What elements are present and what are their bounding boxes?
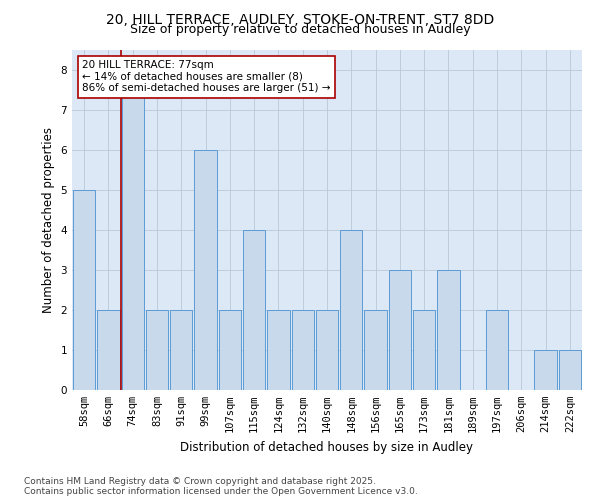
Bar <box>364 310 387 390</box>
Text: Size of property relative to detached houses in Audley: Size of property relative to detached ho… <box>130 22 470 36</box>
Bar <box>170 310 193 390</box>
Bar <box>413 310 436 390</box>
Bar <box>122 70 144 390</box>
Text: Contains HM Land Registry data © Crown copyright and database right 2025.
Contai: Contains HM Land Registry data © Crown c… <box>24 476 418 496</box>
Bar <box>97 310 119 390</box>
Bar <box>316 310 338 390</box>
Bar <box>243 230 265 390</box>
Bar <box>218 310 241 390</box>
Bar <box>559 350 581 390</box>
Bar <box>486 310 508 390</box>
Bar <box>194 150 217 390</box>
Bar <box>437 270 460 390</box>
Bar <box>340 230 362 390</box>
Bar <box>535 350 557 390</box>
Bar <box>267 310 290 390</box>
X-axis label: Distribution of detached houses by size in Audley: Distribution of detached houses by size … <box>181 440 473 454</box>
Y-axis label: Number of detached properties: Number of detached properties <box>42 127 55 313</box>
Bar <box>292 310 314 390</box>
Text: 20, HILL TERRACE, AUDLEY, STOKE-ON-TRENT, ST7 8DD: 20, HILL TERRACE, AUDLEY, STOKE-ON-TRENT… <box>106 12 494 26</box>
Bar <box>389 270 411 390</box>
Text: 20 HILL TERRACE: 77sqm
← 14% of detached houses are smaller (8)
86% of semi-deta: 20 HILL TERRACE: 77sqm ← 14% of detached… <box>82 60 331 94</box>
Bar <box>73 190 95 390</box>
Bar <box>146 310 168 390</box>
